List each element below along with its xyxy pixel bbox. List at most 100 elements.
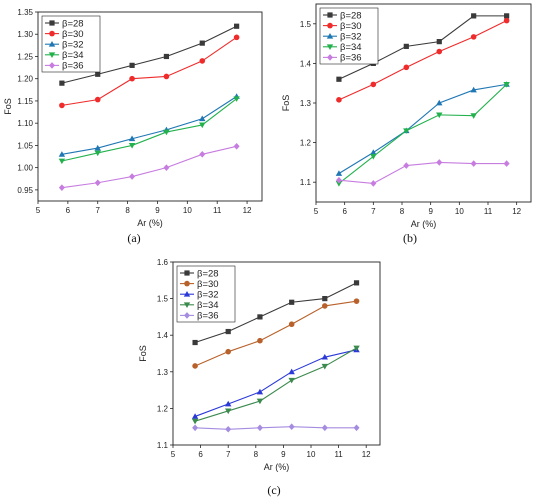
data-point <box>322 303 328 309</box>
data-point <box>289 299 295 305</box>
chart-panel-a: 5 6 7 8 9 10 11 12 0.95 1.00 1.05 1.10 1.15 1.20 1.25 1… <box>3 8 263 245</box>
x-tick-label: 5 <box>171 450 176 459</box>
data-point <box>335 180 343 187</box>
data-point <box>471 13 477 19</box>
legend-entry: β=34 <box>340 42 362 53</box>
x-tick-label: 11 <box>213 206 222 215</box>
data-point <box>191 418 199 425</box>
x-tick-label: 6 <box>342 207 347 216</box>
legend-entry: β=28 <box>197 268 219 279</box>
panel-caption: (a) <box>127 231 140 245</box>
data-point <box>199 122 206 129</box>
data-point <box>129 62 135 68</box>
legend-marker <box>326 33 334 39</box>
plot-frame <box>37 11 263 202</box>
x-axis-label: Ar (%) <box>411 219 437 229</box>
x-tick-label: 5 <box>314 207 319 216</box>
legend-entry: β=34 <box>62 50 84 61</box>
x-tick-label: 9 <box>428 207 433 216</box>
data-point <box>199 151 206 158</box>
data-point <box>129 75 135 82</box>
data-point <box>233 143 240 150</box>
series-β=30 <box>59 34 240 109</box>
y-axis-label: FoS <box>138 345 148 362</box>
data-point <box>95 71 101 77</box>
y-tick-label: 1.10 <box>17 119 33 128</box>
data-point <box>436 159 443 166</box>
data-point <box>225 408 232 415</box>
data-point <box>322 296 328 302</box>
series-β=36 <box>58 143 240 191</box>
data-point <box>503 81 510 88</box>
legend-marker <box>183 291 191 297</box>
y-tick-label: 1.05 <box>17 141 33 150</box>
x-tick-label: 10 <box>183 206 192 215</box>
data-point <box>59 80 65 86</box>
data-point <box>436 39 442 45</box>
data-point <box>436 48 443 55</box>
legend: β=28β=30β=32β=34β=36 <box>176 265 236 323</box>
data-point <box>353 280 360 286</box>
data-point <box>503 160 510 167</box>
y-tick-label: 1.3 <box>157 368 169 377</box>
legend-entry: β=32 <box>340 32 362 43</box>
x-tick-label: 8 <box>400 207 405 216</box>
series-β=32 <box>191 346 360 419</box>
legend-marker <box>184 270 190 276</box>
data-point <box>94 96 101 103</box>
legend-marker <box>48 41 56 47</box>
x-tick-label: 10 <box>455 207 464 216</box>
legend-entry: β=32 <box>197 290 219 301</box>
data-point <box>129 173 136 180</box>
series-β=34 <box>191 345 360 425</box>
y-axis-label: FoS <box>3 98 13 115</box>
x-tick-label: 6 <box>198 450 203 459</box>
legend-entry: β=32 <box>62 40 84 51</box>
legend-marker <box>49 20 55 26</box>
data-point <box>470 86 477 93</box>
data-point <box>199 115 206 122</box>
data-point <box>58 184 65 191</box>
data-point <box>94 179 101 187</box>
series-line <box>61 25 237 84</box>
legend-entry: β=30 <box>340 21 362 32</box>
data-point <box>225 348 231 355</box>
data-point <box>199 58 206 64</box>
y-tick-label: 1.5 <box>300 20 312 29</box>
series-line <box>195 426 357 430</box>
x-tick-label: 7 <box>226 450 231 459</box>
y-tick-label: 1.35 <box>17 8 33 17</box>
series-β=36 <box>192 423 360 433</box>
series-β=28 <box>192 280 360 346</box>
data-point <box>192 339 198 346</box>
series-line <box>194 347 357 422</box>
x-tick-label: 10 <box>307 450 316 459</box>
plot-frame <box>172 261 381 446</box>
data-point <box>321 424 328 432</box>
data-point <box>257 337 263 344</box>
legend-entry: β=28 <box>62 18 84 29</box>
legend: β=28β=30β=32β=34β=36 <box>319 7 379 65</box>
series-β=36 <box>335 159 510 187</box>
x-tick-label: 6 <box>66 206 71 215</box>
data-point <box>128 143 136 149</box>
data-point <box>353 345 360 352</box>
data-point <box>94 150 101 157</box>
legend: β=28β=30β=32β=34β=36 <box>41 15 101 73</box>
data-point <box>256 424 263 432</box>
data-point <box>470 160 477 167</box>
series-line <box>194 282 357 344</box>
x-tick-label: 7 <box>371 207 376 216</box>
x-tick-label: 8 <box>125 206 130 215</box>
data-point <box>288 377 295 384</box>
data-point <box>503 17 510 24</box>
x-tick-label: 7 <box>96 206 101 215</box>
legend-entry: β=36 <box>340 53 362 64</box>
y-tick-label: 1.00 <box>17 164 33 173</box>
data-point <box>163 164 170 171</box>
y-tick-label: 1.20 <box>17 75 33 84</box>
data-point <box>199 40 205 46</box>
data-point <box>288 321 295 328</box>
legend-marker <box>326 44 334 50</box>
legend-marker <box>184 312 190 319</box>
